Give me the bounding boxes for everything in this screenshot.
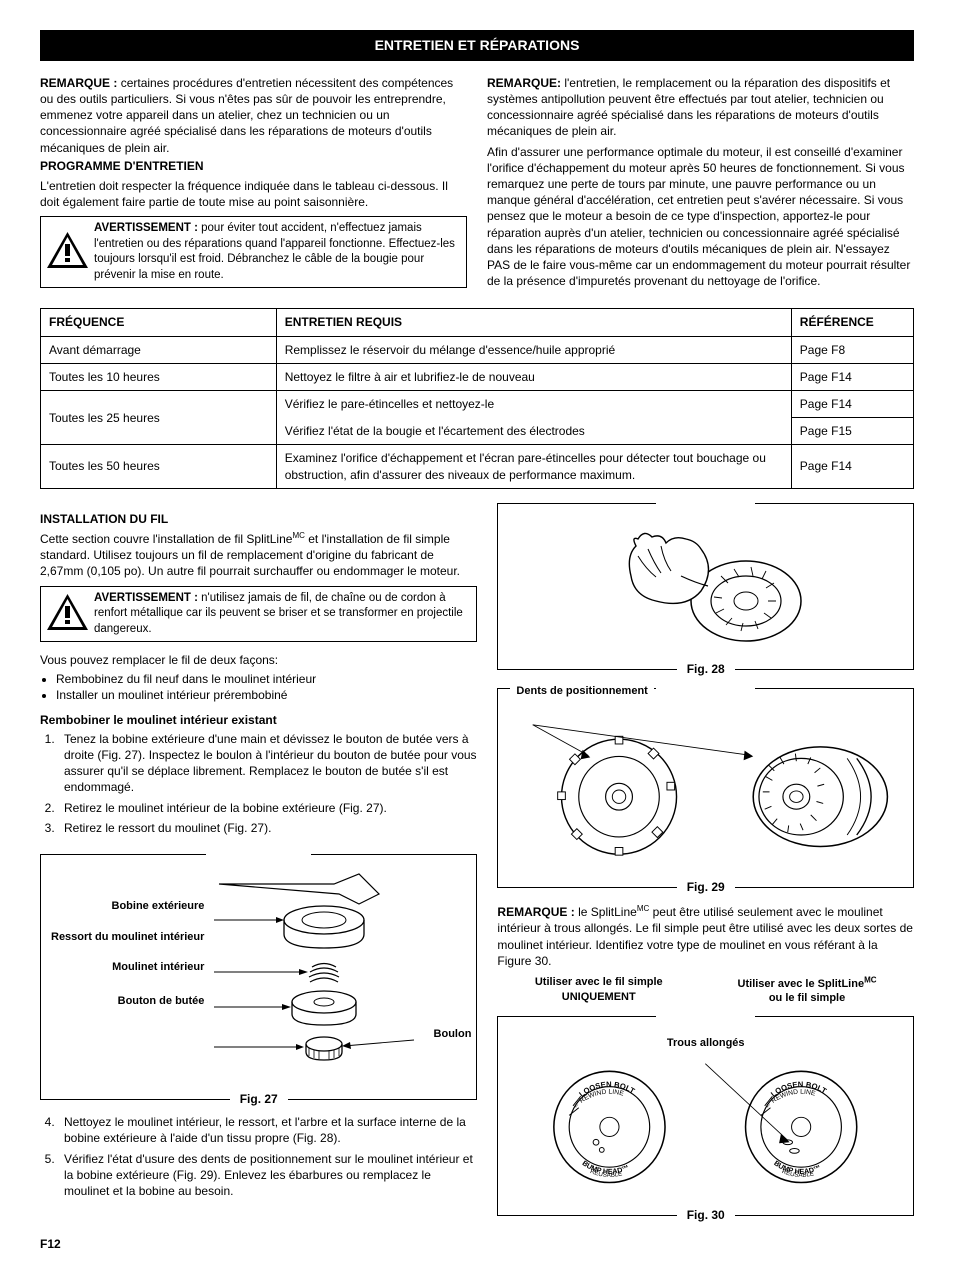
bottom-right: Fig. 28 Dents de positionnement: [497, 503, 914, 1217]
warning-icon-2: [41, 588, 94, 640]
warning-icon: [41, 226, 94, 278]
fig27-body: Bobine extérieure Ressort du moulinet in…: [41, 864, 476, 1087]
r4c1: Toutes les 50 heures: [41, 445, 277, 488]
fig27-drawing: Boulon: [214, 872, 466, 1071]
remark-3: REMARQUE : le SplitLineMC peut être util…: [497, 904, 914, 969]
top-left-col: REMARQUE : certaines procédures d'entret…: [40, 75, 467, 299]
r2c3: Page F14: [791, 363, 913, 390]
r2c1: Toutes les 10 heures: [41, 363, 277, 390]
top-right-col: REMARQUE: l'entretien, le remplacement o…: [487, 75, 914, 299]
warn2-label: AVERTISSEMENT :: [94, 592, 198, 604]
warning-box-1: AVERTISSEMENT : pour éviter tout acciden…: [40, 216, 467, 288]
fig27-label: Fig. 27: [230, 1091, 288, 1107]
step5: Vérifiez l'état d'usure des dents de pos…: [58, 1151, 477, 1200]
replace-intro: Vous pouvez remplacer le fil de deux faç…: [40, 652, 477, 668]
r1c3: Page F8: [791, 336, 913, 363]
fig27-l2: Ressort du moulinet intérieur: [51, 931, 204, 944]
bullet1: Rembobinez du fil neuf dans le moulinet …: [56, 671, 477, 687]
r3c3b: Page F15: [791, 418, 913, 445]
fig29-caption: Dents de positionnement: [510, 684, 653, 699]
fig27-l3: Moulinet intérieur: [51, 958, 204, 978]
fig27-labels: Bobine extérieure Ressort du moulinet in…: [51, 872, 204, 1071]
fig27-frame: Bobine extérieure Ressort du moulinet in…: [40, 854, 477, 1100]
r2c2: Nettoyez le filtre à air et lubrifiez-le…: [276, 363, 791, 390]
fig30-center-label: Trous allongés: [504, 1036, 907, 1051]
step3: Retirez le ressort du moulinet (Fig. 27)…: [58, 820, 477, 836]
page-number: F12: [40, 1236, 914, 1252]
fig29-body: [498, 698, 913, 887]
remark3-label: REMARQUE :: [497, 905, 574, 919]
r3c3a: Page F14: [791, 391, 913, 418]
fig30-frame: Trous allongés LOOSEN BOLT ← REWIND LINE: [497, 1016, 914, 1216]
fig30-label: Fig. 30: [677, 1207, 735, 1223]
th-entretien: ENTRETIEN REQUIS: [276, 309, 791, 336]
fig27-l4: Bouton de butée: [51, 992, 204, 1012]
step4: Nettoyez le moulinet intérieur, le resso…: [58, 1114, 477, 1146]
install-text: Cette section couvre l'installation de f…: [40, 531, 477, 580]
r4c3: Page F14: [791, 445, 913, 488]
fig30-right-head: Utiliser avec le SplitLineMCou le fil si…: [738, 975, 877, 1006]
bullet2: Installer un moulinet intérieur prérembo…: [56, 687, 477, 703]
bottom-columns: INSTALLATION DU FIL Cette section couvre…: [40, 503, 914, 1217]
fig30-body: Trous allongés LOOSEN BOLT ← REWIND LINE: [498, 1026, 913, 1215]
remark1-label: REMARQUE :: [40, 76, 117, 90]
fig27-l1: Bobine extérieure: [51, 897, 204, 917]
warning1-text-wrap: AVERTISSEMENT : pour éviter tout acciden…: [94, 217, 466, 287]
th-frequence: FRÉQUENCE: [41, 309, 277, 336]
fig28-frame: Fig. 28: [497, 503, 914, 670]
steps-4-5: Nettoyez le moulinet intérieur, le resso…: [58, 1114, 477, 1199]
section-header: ENTRETIEN ET RÉPARATIONS: [40, 30, 914, 61]
fig28-label: Fig. 28: [677, 661, 735, 677]
warn1-label: AVERTISSEMENT :: [94, 222, 198, 234]
r4c2: Examinez l'orifice d'échappement et l'éc…: [276, 445, 791, 488]
step1: Tenez la bobine extérieure d'une main et…: [58, 731, 477, 796]
fig28-body: [498, 513, 913, 669]
r3c2b: Vérifiez l'état de la bougie et l'écarte…: [276, 418, 791, 445]
remark2-label: REMARQUE:: [487, 76, 561, 90]
maintenance-table: FRÉQUENCE ENTRETIEN REQUIS RÉFÉRENCE Ava…: [40, 308, 914, 488]
fig29-label: Fig. 29: [677, 879, 735, 895]
step2: Retirez le moulinet intérieur de la bobi…: [58, 800, 477, 816]
bottom-left: INSTALLATION DU FIL Cette section couvre…: [40, 503, 477, 1217]
remark-2: REMARQUE: l'entretien, le remplacement o…: [487, 75, 914, 140]
r3c2a: Vérifiez le pare-étincelles et nettoyez-…: [276, 391, 791, 418]
warn2-wrap: AVERTISSEMENT : n'utilisez jamais de fil…: [94, 587, 476, 642]
remark-1: REMARQUE : certaines procédures d'entret…: [40, 75, 467, 156]
th-reference: RÉFÉRENCE: [791, 309, 913, 336]
fig30-headers: Utiliser avec le fil simpleUNIQUEMENT Ut…: [497, 975, 914, 1006]
fig27-l5: Boulon: [434, 1027, 472, 1042]
r1c1: Avant démarrage: [41, 336, 277, 363]
r1c2: Remplissez le réservoir du mélange d'ess…: [276, 336, 791, 363]
top-columns: REMARQUE : certaines procédures d'entret…: [40, 75, 914, 299]
warning-box-2: AVERTISSEMENT : n'utilisez jamais de fil…: [40, 586, 477, 643]
steps-1-3: Tenez la bobine extérieure d'une main et…: [58, 731, 477, 836]
program-title: PROGRAMME D'ENTRETIEN: [40, 158, 467, 174]
rewind-title: Rembobiner le moulinet intérieur existan…: [40, 712, 477, 728]
fig29-frame: Dents de positionnement: [497, 688, 914, 888]
right-paragraph: Afin d'assurer une performance optimale …: [487, 144, 914, 290]
r3c1: Toutes les 25 heures: [41, 391, 277, 445]
replace-bullets: Rembobinez du fil neuf dans le moulinet …: [56, 671, 477, 703]
fig30-left-head: Utiliser avec le fil simpleUNIQUEMENT: [535, 975, 663, 1006]
install-title: INSTALLATION DU FIL: [40, 511, 477, 527]
program-text: L'entretien doit respecter la fréquence …: [40, 178, 467, 210]
